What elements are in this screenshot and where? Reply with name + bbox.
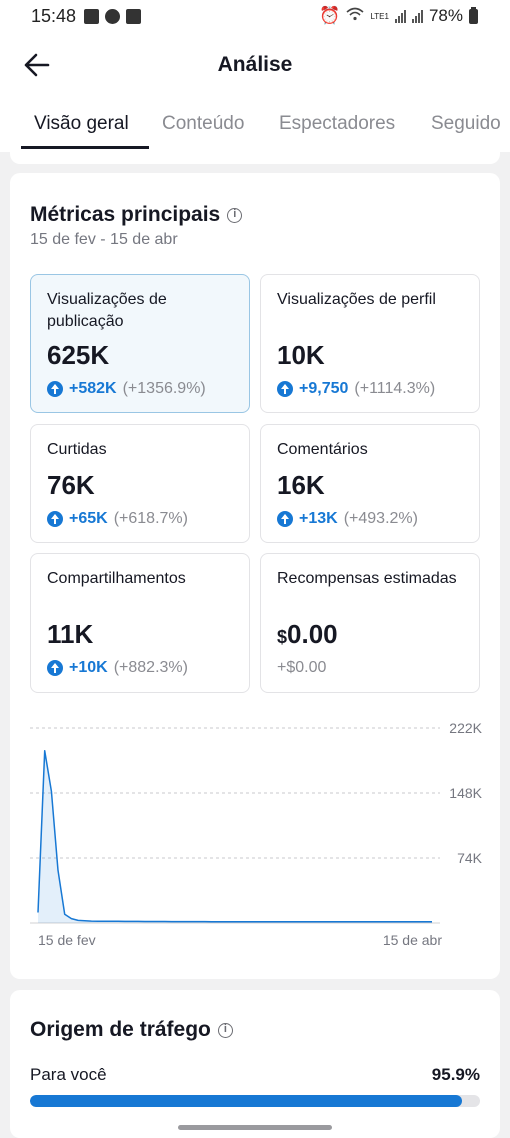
tab-bar: Visão geral Conteúdo Espectadores Seguid… [0, 96, 510, 152]
status-time: 15:48 [31, 6, 77, 26]
battery-icon [469, 6, 478, 24]
key-metrics-title: Métricas principais [30, 203, 221, 226]
metric-label: Comentários [277, 441, 368, 458]
tab-content[interactable]: Conteúdo [162, 113, 245, 134]
metric-delta-percent: (+1356.9%) [122, 380, 206, 397]
metric-label: Visualizações de perfil [277, 291, 436, 308]
info-icon[interactable] [227, 207, 243, 223]
tab-viewers[interactable]: Espectadores [279, 113, 396, 134]
arrow-up-icon [277, 511, 293, 527]
metric-value: 10K [277, 340, 325, 370]
reward-value: 0.00 [287, 619, 338, 649]
signal-icon-2 [411, 9, 423, 23]
arrow-up-icon [47, 381, 63, 397]
wifi-icon [346, 6, 364, 26]
y-tick-label: 148K [449, 785, 482, 801]
network-label: LTE1 [370, 11, 389, 21]
x-tick-label: 15 de fev [38, 932, 96, 948]
arrow-up-icon [47, 660, 63, 676]
metric-label: Curtidas [47, 441, 107, 458]
metric-value: 76K [47, 470, 95, 500]
metric-tile-likes[interactable]: Curtidas 76K +65K (+618.7%) [30, 424, 250, 543]
signal-icon [394, 9, 406, 23]
traffic-title: Origem de tráfego [30, 1018, 211, 1041]
check-icon [126, 9, 141, 24]
arrow-up-icon [47, 511, 63, 527]
metric-delta: +$0.00 [277, 659, 327, 676]
metric-label: Visualizações de publicação [47, 291, 167, 330]
metric-tile-post-views[interactable]: Visualizações de publicação 625K +582K (… [30, 274, 250, 413]
whatsapp-icon [105, 9, 120, 24]
tab-overview[interactable]: Visão geral [34, 113, 129, 134]
arrow-up-icon [277, 381, 293, 397]
series-line [37, 750, 432, 923]
post-views-chart[interactable]: 74K 148K 222K 15 de fev 15 de abr [30, 713, 490, 953]
active-tab-indicator [21, 146, 149, 149]
metric-delta-percent: (+1114.3%) [354, 380, 436, 397]
date-range: 15 de fev - 15 de abr [30, 231, 178, 248]
battery-percent: 78% [428, 6, 463, 25]
alarm-icon: ⏰ [319, 6, 341, 25]
metric-value: 625K [47, 340, 110, 370]
metric-delta-percent: (+882.3%) [113, 659, 188, 676]
app-bar: Análise [0, 36, 510, 96]
traffic-progress-bar [30, 1095, 480, 1107]
traffic-source-card: Origem de tráfego Para você 95.9% [10, 990, 500, 1138]
x-tick-label: 15 de abr [383, 932, 442, 948]
metric-tile-estimated-rewards[interactable]: Recompensas estimadas $0.00 +$0.00 [260, 553, 480, 693]
traffic-value: 95.9% [431, 1065, 480, 1084]
metric-value: 16K [277, 470, 325, 500]
traffic-progress-fill [30, 1095, 462, 1107]
home-indicator[interactable] [178, 1125, 332, 1130]
metric-tile-profile-views[interactable]: Visualizações de perfil 10K +9,750 (+111… [260, 274, 480, 413]
metric-value: $0.00 [277, 619, 338, 650]
metric-delta: +9,750 [299, 380, 349, 397]
previous-card-bottom [10, 152, 500, 164]
metric-label: Compartilhamentos [47, 570, 186, 587]
y-tick-label: 222K [449, 720, 482, 736]
metric-delta: +65K [69, 510, 108, 527]
currency-symbol: $ [277, 627, 288, 647]
metric-tile-comments[interactable]: Comentários 16K +13K (+493.2%) [260, 424, 480, 543]
series-area [38, 750, 432, 923]
metric-delta-percent: (+493.2%) [343, 510, 418, 527]
page-title: Análise [217, 53, 293, 76]
metric-delta-percent: (+618.7%) [113, 510, 188, 527]
tab-followers[interactable]: Seguido [431, 113, 501, 134]
traffic-label: Para você [30, 1065, 107, 1084]
gallery-icon [84, 9, 99, 24]
metric-delta: +13K [299, 510, 338, 527]
info-icon[interactable] [217, 1022, 233, 1038]
metric-label: Recompensas estimadas [277, 570, 457, 587]
back-button[interactable] [20, 50, 54, 80]
status-bar: 15:48 ⏰ LTE1 78% [0, 0, 510, 36]
arrow-left-icon [24, 53, 50, 77]
metric-value: 11K [47, 619, 94, 649]
y-tick-label: 74K [457, 850, 483, 866]
metric-delta: +10K [69, 659, 108, 676]
metric-tile-shares[interactable]: Compartilhamentos 11K +10K (+882.3%) [30, 553, 250, 693]
key-metrics-card: Métricas principais 15 de fev - 15 de ab… [10, 173, 500, 979]
metric-delta: +582K [69, 380, 117, 397]
